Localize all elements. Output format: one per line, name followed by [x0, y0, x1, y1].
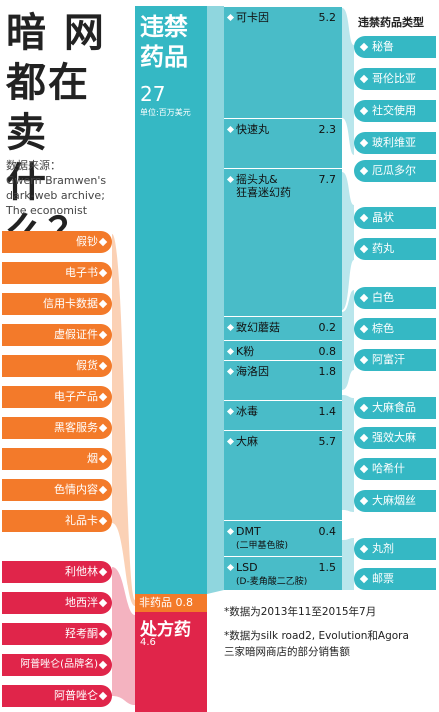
category-item: 邮票 [354, 568, 436, 590]
nondrug-item: 假货 [2, 355, 112, 377]
nondrug-item: 信用卡数据 [2, 293, 112, 315]
category-item: 哥伦比亚 [354, 68, 436, 90]
category-heading: 违禁药品类型 [358, 16, 424, 29]
drug-segment: DMT (二甲基色胺) 0.4 [224, 520, 342, 556]
nondrug-value: 0.8 [175, 596, 194, 609]
data-source: 数据来源： Gwern Bramwen's dark-web archive; … [6, 158, 131, 218]
category-item: 晶状 [354, 207, 436, 229]
illicit-drugs-bar [135, 6, 207, 594]
nondrug-bar: 非药品 0.8 [135, 594, 207, 612]
nondrug-item: 虚假证件 [2, 324, 112, 346]
category-item: 强效大麻 [354, 427, 436, 449]
category-item: 厄瓜多尔 [354, 160, 436, 182]
source-line: 数据来源： [6, 159, 61, 172]
illicit-label-line: 药品 [140, 43, 188, 71]
rx-item: 阿普唑仑(品牌名) [2, 654, 112, 676]
category-item: 大麻烟丝 [354, 490, 436, 512]
category-item: 丸剂 [354, 538, 436, 560]
drug-segment: LSD (D-麦角酸二乙胺) 1.5 [224, 556, 342, 590]
nondrug-item: 假钞 [2, 231, 112, 253]
illicit-drugs-label: 违禁 药品 [140, 12, 206, 72]
source-line: The economist [6, 204, 88, 217]
drug-segment: 快速丸 2.3 [224, 118, 342, 168]
category-item: 哈希什 [354, 458, 436, 480]
category-item: 阿富汗 [354, 349, 436, 371]
drug-segment: 致幻蘑菇 0.2 [224, 316, 342, 340]
nondrug-item: 黑客服务 [2, 417, 112, 439]
nondrug-item: 礼品卡 [2, 510, 112, 532]
drug-segment: 冰毒 1.4 [224, 400, 342, 430]
nondrug-item: 色情内容 [2, 479, 112, 501]
rx-item: 阿普唑仑 [2, 685, 112, 707]
illicit-label-line: 违禁 [140, 13, 188, 41]
source-line: dark-web archive; [6, 189, 105, 202]
drug-segment: 海洛因 1.8 [224, 360, 342, 400]
category-item: 棕色 [354, 318, 436, 340]
title-line-2: 都在卖 [6, 60, 90, 156]
rx-item: 利他林 [2, 561, 112, 583]
drug-segment: 大麻 5.7 [224, 430, 342, 520]
drug-segment: 摇头丸& 狂喜迷幻药 7.7 [224, 168, 342, 316]
category-item: 白色 [354, 287, 436, 309]
source-line: Gwern Bramwen's [6, 174, 107, 187]
prescription-bar [135, 612, 207, 712]
nondrug-item: 电子书 [2, 262, 112, 284]
category-item: 玻利维亚 [354, 132, 436, 154]
footnote: *数据为2013年11至2015年7月 [224, 606, 377, 618]
category-item: 秘鲁 [354, 36, 436, 58]
illicit-drugs-value: 27 [140, 82, 166, 106]
prescription-label: 处方药 [140, 620, 191, 640]
category-item: 社交使用 [354, 100, 436, 122]
rx-item: 羟考酮 [2, 623, 112, 645]
drug-segment: K粉 0.8 [224, 340, 342, 360]
nondrug-item: 烟 [2, 448, 112, 470]
prescription-value: 4.6 [140, 637, 156, 648]
category-item: 大麻食品 [354, 397, 436, 419]
unit-label: 单位:百万美元 [140, 108, 191, 117]
rx-item: 地西泮 [2, 592, 112, 614]
page-title: 暗 网 都在卖 什么？ [6, 8, 131, 258]
footnote: *数据为silk road2, Evolution和Agora [224, 630, 409, 642]
nondrug-item: 电子产品 [2, 386, 112, 408]
title-line-1: 暗 网 [6, 10, 106, 56]
footnote: 三家暗网商店的部分销售额 [224, 646, 350, 658]
drug-segment: 可卡因 5.2 [224, 6, 342, 118]
category-item: 药丸 [354, 238, 436, 260]
nondrug-label: 非药品 [139, 596, 172, 609]
